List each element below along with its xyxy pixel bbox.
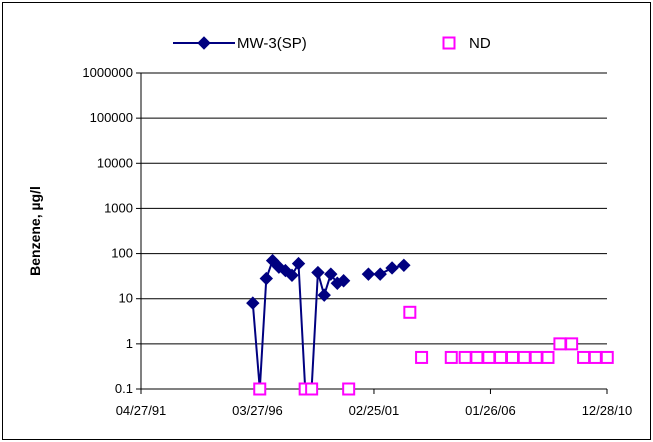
data-point-square — [588, 350, 602, 364]
data-point-square — [458, 350, 472, 364]
data-point-square — [506, 350, 520, 364]
data-point-square — [541, 350, 555, 364]
data-point-diamond — [246, 296, 260, 310]
data-point-square — [415, 350, 429, 364]
y-tick-label: 100000 — [90, 110, 133, 125]
data-point-square — [403, 305, 417, 319]
legend-label-nd: ND — [469, 35, 491, 52]
data-point-square — [600, 350, 614, 364]
data-point-diamond — [373, 267, 387, 281]
data-point-diamond — [311, 265, 325, 280]
data-point-diamond — [336, 274, 351, 288]
x-tick-label: 02/25/01 — [349, 403, 400, 418]
data-point-square — [470, 350, 484, 364]
data-point-diamond — [265, 253, 280, 268]
y-tick-label: 1 — [126, 336, 133, 351]
data-point-diamond — [291, 256, 306, 271]
legend: MW-3(SP) ND — [173, 35, 491, 52]
axis-layer: 0.1 1 10 100 1000 10000 100000 1000000 04/27/91 0… — [82, 65, 632, 418]
x-tick-label: 01/26/06 — [465, 403, 516, 418]
y-tick-label: 10000 — [97, 155, 133, 170]
data-point-diamond — [272, 260, 286, 274]
data-point-square — [494, 350, 508, 364]
x-tick-label: 03/27/96 — [232, 403, 283, 418]
data-point-square — [529, 350, 543, 364]
y-tick-label: 1000 — [104, 200, 133, 215]
data-point-square — [565, 337, 579, 351]
y-tick-label: 10 — [119, 291, 133, 306]
x-tick-label: 04/27/91 — [116, 403, 167, 418]
data-point-square — [305, 382, 319, 396]
data-point-square — [553, 337, 567, 351]
data-point-diamond — [361, 267, 376, 281]
data-point-diamond — [197, 36, 211, 50]
y-tick-label: 100 — [111, 246, 133, 261]
data-point-square — [342, 382, 356, 396]
data-point-diamond — [259, 271, 274, 286]
grid-layer — [141, 72, 607, 390]
data-point-diamond — [317, 288, 331, 302]
legend-label-mw3: MW-3(SP) — [237, 35, 307, 52]
y-tick-label: 0.1 — [115, 381, 133, 396]
y-axis-title: Benzene, µg/l — [27, 186, 43, 276]
data-point-diamond — [385, 261, 399, 275]
data-point-square — [577, 350, 591, 364]
series-layer — [246, 253, 614, 396]
x-tick-label: 12/28/10 — [582, 403, 633, 418]
data-point-square — [517, 350, 531, 364]
data-point-square — [444, 350, 458, 364]
data-point-square — [442, 36, 456, 50]
data-point-diamond — [397, 258, 411, 272]
data-point-square — [253, 382, 267, 396]
data-point-diamond — [324, 267, 338, 281]
data-point-square — [482, 350, 496, 364]
data-point-diamond — [285, 268, 299, 283]
y-tick-label: 1000000 — [82, 65, 133, 80]
